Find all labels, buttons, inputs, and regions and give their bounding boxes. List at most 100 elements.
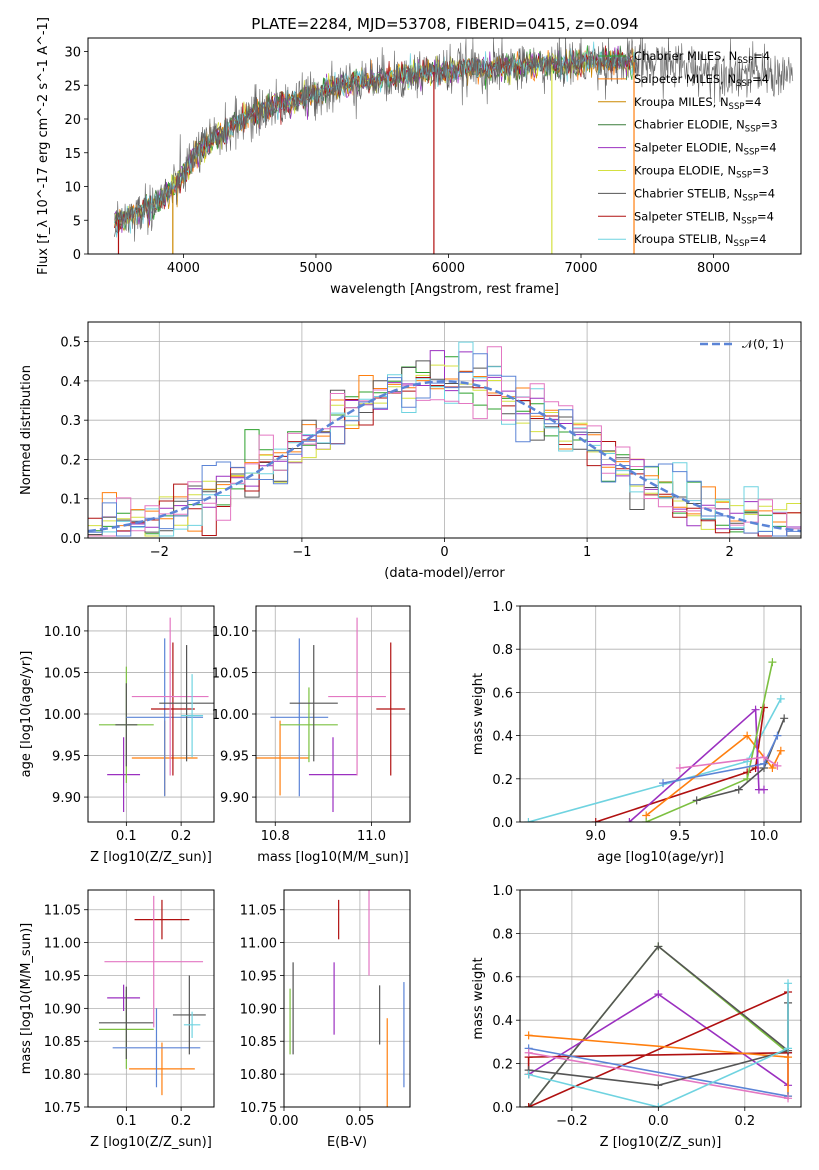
weight-marker: [768, 658, 777, 667]
age-vs-Z-xlabel: Z [log10(Z/Z_sun)]: [90, 850, 212, 865]
weight-vs-age-frame: [519, 605, 802, 823]
age-vs-Z-ytick-label: 9.95: [52, 750, 81, 765]
mass-vs-Z-ytick-label: 11.00: [44, 937, 81, 952]
weight-line: [696, 717, 785, 802]
weight-line: [528, 983, 789, 1107]
weight-marker: [776, 694, 785, 703]
residuals-ytick-label: 0.0: [60, 532, 81, 547]
weight-marker: [759, 785, 768, 794]
spectrum-xtick-label: 5000: [299, 261, 332, 276]
mass-vs-EBV-xtick-label: 0.00: [270, 1114, 299, 1129]
legend-label-value: =4: [749, 232, 766, 246]
age-vs-Z-ylabel: age [log10(age/yr)]: [19, 651, 34, 778]
legend-label-sub: SSP: [742, 193, 758, 203]
mass-vs-EBV-ytick-label: 11.00: [240, 937, 277, 952]
residuals-xtick-label: −2: [150, 545, 169, 560]
residuals-xtick-label: 2: [726, 545, 734, 560]
age-vs-mass-ytick-label: 10.00: [212, 708, 249, 723]
weight-vs-age-ytick-label: 1.0: [492, 600, 513, 615]
mass-vs-EBV-xtick-label: 0.05: [345, 1114, 374, 1129]
weight-marker: [784, 1094, 793, 1103]
legend-label-text: Kroupa ELODIE, N: [634, 164, 736, 178]
mass-vs-Z-panel: [84, 889, 215, 1111]
residuals-ytick-label: 0.5: [60, 336, 81, 351]
spectrum-frame: [87, 37, 802, 255]
legend-label-sub: SSP: [737, 56, 753, 66]
legend-label: Salpeter ELODIE, NSSP=4: [634, 141, 777, 158]
mass-vs-EBV-ytick-label: 10.95: [240, 969, 277, 984]
legend-label-sub: SSP: [736, 171, 752, 181]
mass-vs-Z-ytick-label: 10.80: [44, 1068, 81, 1083]
legend-label: Kroupa ELODIE, NSSP=3: [634, 164, 769, 181]
legend-label-sub: SSP: [736, 79, 752, 89]
legend-label-sub: SSP: [729, 102, 745, 112]
age-vs-mass-ytick-label: 9.95: [220, 750, 249, 765]
legend-label: Kroupa MILES, NSSP=4: [634, 95, 761, 112]
legend-label-value: =3: [761, 118, 778, 132]
mass-vs-Z-xtick-label: 0.1: [116, 1114, 137, 1129]
weight-marker: [743, 731, 752, 740]
legend-label-text: Kroupa MILES, N: [634, 95, 729, 109]
mass-vs-Z-ytick-label: 10.75: [44, 1101, 81, 1116]
legend-label-sub: SSP: [734, 239, 750, 249]
weight-marker: [768, 764, 777, 772]
weight-vs-Z-ytick-label: 0.4: [492, 1014, 513, 1029]
mass-vs-Z-xtick-label: 0.2: [171, 1114, 192, 1129]
mass-vs-EBV-ytick-label: 10.90: [240, 1002, 277, 1017]
legend-label-text: Salpeter ELODIE, N: [634, 141, 744, 155]
spectrum-xtick-label: 8000: [697, 261, 730, 276]
weight-marker: [759, 753, 768, 762]
weight-vs-Z-xtick-label: 0.0: [648, 1114, 669, 1129]
normal-reference-curve: [88, 380, 801, 533]
mass-vs-EBV-plot-area: [289, 890, 405, 1107]
age-vs-Z-xtick-label: 0.1: [116, 829, 137, 844]
legend-label-value: =4: [752, 72, 769, 86]
spectrum-ytick-label: 30: [64, 46, 81, 61]
weight-vs-age-ytick-label: 0.0: [492, 816, 513, 831]
residuals-ytick-label: 0.3: [60, 414, 81, 429]
mass-vs-EBV-ytick-label: 10.80: [240, 1068, 277, 1083]
mass-vs-EBV-ytick-label: 10.85: [240, 1035, 277, 1050]
weight-marker: [773, 731, 782, 740]
weight-vs-age-ytick-label: 0.6: [492, 686, 513, 701]
weight-vs-Z-plot-area: [524, 942, 793, 1107]
residual-histogram: [88, 364, 801, 537]
weight-marker: [654, 1103, 663, 1107]
mass-vs-Z-ytick-label: 10.90: [44, 1002, 81, 1017]
age-vs-mass-xtick-label: 11.0: [357, 829, 386, 844]
weight-marker: [654, 942, 663, 951]
weight-marker: [654, 990, 663, 999]
weight-vs-Z-xtick-label: 0.2: [734, 1114, 755, 1129]
weight-marker: [654, 1081, 663, 1090]
age-vs-Z-ytick-label: 9.90: [52, 791, 81, 806]
weight-vs-age-ytick-label: 0.4: [492, 730, 513, 745]
legend-label: Salpeter STELIB, NSSP=4: [634, 209, 774, 226]
mass-vs-EBV-xlabel: E(B-V): [327, 1135, 367, 1150]
mass-vs-EBV-ytick-label: 10.75: [240, 1101, 277, 1116]
legend-label: Chabrier STELIB, NSSP=4: [634, 186, 775, 203]
age-vs-Z-ytick-label: 10.05: [44, 666, 81, 681]
spectrum-ytick-label: 10: [64, 181, 81, 196]
mass-vs-Z-plot-area: [98, 895, 206, 1096]
weight-marker: [675, 764, 684, 772]
weight-marker: [776, 746, 785, 755]
residuals-ylabel: Normed distribution: [19, 365, 34, 495]
mass-vs-Z-ytick-label: 11.05: [44, 904, 81, 919]
age-vs-mass-ytick-label: 10.05: [212, 666, 249, 681]
age-vs-Z-xtick-label: 0.2: [171, 829, 192, 844]
weight-line: [595, 707, 765, 822]
weight-marker: [751, 705, 760, 714]
age-vs-Z-ytick-label: 10.10: [44, 625, 81, 640]
age-vs-Z-ytick-label: 10.00: [44, 708, 81, 723]
weight-vs-Z-panel: [516, 889, 802, 1111]
residuals-plot-area: [88, 341, 801, 537]
weight-vs-age-xlabel: age [log10(age/yr)]: [597, 850, 724, 865]
weight-line: [528, 1047, 789, 1097]
weight-vs-age-ytick-label: 0.2: [492, 773, 513, 788]
spectrum-ylabel: Flux [f_λ 10^-17 erg cm^-2 s^-1 A^-1]: [36, 17, 51, 275]
residual-histogram: [88, 346, 801, 537]
spectrum-xtick-label: 7000: [564, 261, 597, 276]
weight-marker: [625, 818, 634, 822]
spectrum-model-line: [114, 45, 637, 233]
